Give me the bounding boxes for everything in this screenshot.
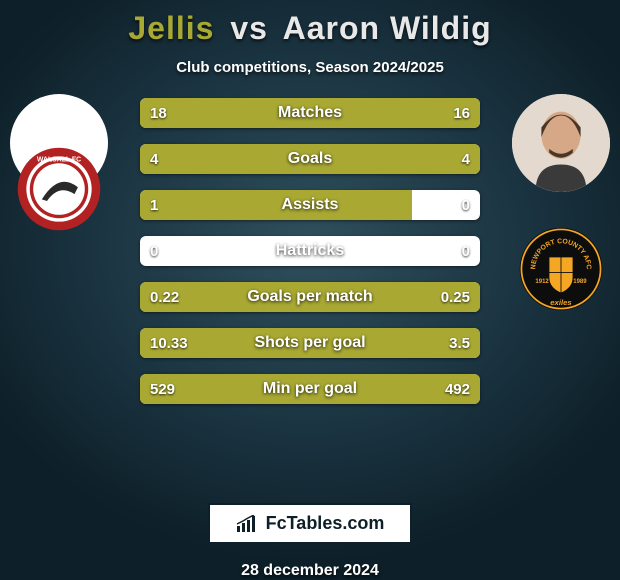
player1-club-badge: WALSALL FC <box>16 146 102 232</box>
stat-fill-left <box>140 190 412 220</box>
stat-value-right: 0 <box>452 236 480 266</box>
comparison-stage: WALSALL FC NEWPORT COUNTY AFC <box>0 94 620 491</box>
stat-value-right: 16 <box>443 98 480 128</box>
stat-value-right: 492 <box>435 374 480 404</box>
stat-value-right: 3.5 <box>439 328 480 358</box>
badge-year-left: 1912 <box>535 279 549 285</box>
newport-badge-icon: NEWPORT COUNTY AFC 1912 1989 exiles <box>518 226 604 312</box>
comparison-title: Jellis vs Aaron Wildig <box>128 10 491 47</box>
stat-row: 529492Min per goal <box>140 374 480 404</box>
bars-growth-icon <box>236 515 258 533</box>
player1-name: Jellis <box>128 10 214 46</box>
stat-value-right: 0.25 <box>431 282 480 312</box>
stat-row: 10Assists <box>140 190 480 220</box>
stat-value-left: 0 <box>140 236 168 266</box>
logo-text: FcTables.com <box>266 513 385 534</box>
comparison-date: 28 december 2024 <box>241 562 379 580</box>
stat-label: Hattricks <box>140 236 480 266</box>
walsall-badge-icon: WALSALL FC <box>16 146 102 232</box>
vs-text: vs <box>230 10 268 46</box>
badge-word: exiles <box>550 298 572 307</box>
stat-row: 1816Matches <box>140 98 480 128</box>
stat-row: 0.220.25Goals per match <box>140 282 480 312</box>
player2-avatar <box>512 94 610 192</box>
stat-row: 10.333.5Shots per goal <box>140 328 480 358</box>
player2-name: Aaron Wildig <box>283 10 492 46</box>
stat-value-right: 0 <box>452 190 480 220</box>
player2-club-badge: NEWPORT COUNTY AFC 1912 1989 exiles <box>518 226 604 312</box>
stat-value-left: 18 <box>140 98 177 128</box>
stat-value-left: 529 <box>140 374 185 404</box>
stat-value-left: 1 <box>140 190 168 220</box>
stats-bar-list: 1816Matches44Goals10Assists00Hattricks0.… <box>140 98 480 404</box>
stat-row: 0 0Hattricks <box>140 236 480 266</box>
stat-value-left: 4 <box>140 144 168 174</box>
stat-value-right: 4 <box>452 144 480 174</box>
stat-row: 44Goals <box>140 144 480 174</box>
season-subtitle: Club competitions, Season 2024/2025 <box>176 59 444 76</box>
badge-year-right: 1989 <box>573 279 587 285</box>
player-portrait-icon <box>512 94 610 192</box>
main-content: Jellis vs Aaron Wildig Club competitions… <box>0 0 620 580</box>
stat-value-left: 10.33 <box>140 328 198 358</box>
fctables-logo: FcTables.com <box>208 503 413 544</box>
stat-value-left: 0.22 <box>140 282 189 312</box>
svg-text:WALSALL FC: WALSALL FC <box>37 156 81 163</box>
